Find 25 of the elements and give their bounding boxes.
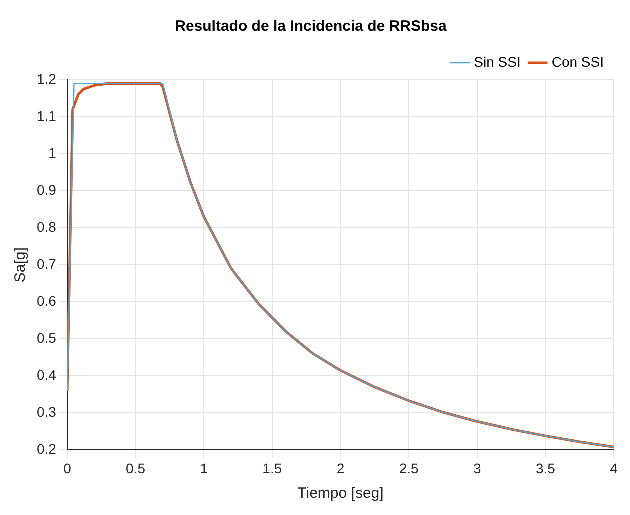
y-tick-label: 0.9 [36, 182, 57, 198]
y-tick-label: 0.2 [36, 441, 57, 458]
y-tick-label: 1 [48, 144, 57, 161]
x-tick-label: 3 [473, 460, 482, 476]
y-tick-label: 0.4 [36, 367, 57, 384]
x-tick-label: 2 [336, 460, 345, 476]
y-tick-label: 1.2 [36, 70, 57, 87]
y-tick-label: 1.1 [36, 108, 57, 124]
y-tick-label: 0.6 [36, 292, 57, 309]
x-tick-label: 1 [200, 460, 208, 476]
x-tick-label: 4 [610, 460, 618, 476]
x-tick-label: 1.5 [262, 460, 282, 476]
y-tick-label: 0.5 [36, 330, 57, 346]
y-tick-label: 0.8 [36, 218, 57, 235]
chart-title: Resultado de la Incidencia de RRSbsa [175, 18, 448, 36]
x-tick-label: 0.5 [126, 460, 146, 476]
x-axis-title: Tiempo [seg] [298, 485, 384, 502]
x-tick-label: 2.5 [399, 460, 419, 476]
legend-label: Con SSI [552, 54, 604, 70]
y-axis-title: Sa[g] [12, 248, 30, 283]
x-tick-label: 3.5 [536, 460, 556, 476]
x-tick-label: 0 [64, 460, 72, 476]
y-tick-label: 0.3 [36, 404, 57, 420]
legend-label: Sin SSI [474, 54, 521, 70]
y-tick-label: 0.7 [36, 256, 57, 272]
